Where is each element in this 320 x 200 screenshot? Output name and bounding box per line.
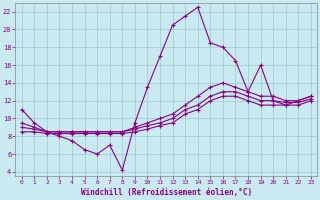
X-axis label: Windchill (Refroidissement éolien,°C): Windchill (Refroidissement éolien,°C) [81, 188, 252, 197]
